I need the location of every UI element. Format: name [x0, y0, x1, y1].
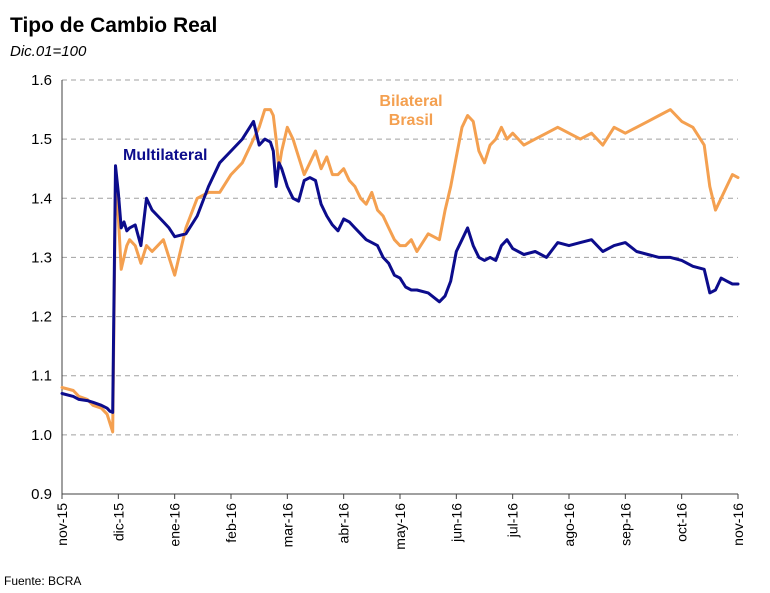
- y-tick-label: 1.1: [31, 368, 52, 385]
- x-tick-label: jun-16: [448, 503, 464, 543]
- y-tick-label: 1.0: [31, 427, 52, 444]
- x-tick-label: may-16: [392, 503, 408, 550]
- y-tick-label: 1.3: [31, 249, 52, 266]
- y-axis-ticks: 0.9 1.0 1.1 1.2 1.3 1.4 1.5 1.6: [31, 72, 52, 503]
- y-tick-label: 1.4: [31, 190, 52, 207]
- chart-title: Tipo de Cambio Real: [10, 14, 218, 37]
- grid-lines: [62, 79, 738, 436]
- x-tick-label: sep-16: [617, 503, 633, 546]
- x-tick-label: jul-16: [505, 503, 521, 538]
- source-note: Fuente: BCRA: [4, 574, 82, 588]
- x-tick-label: dic-15: [110, 503, 126, 541]
- x-tick-label: abr-16: [336, 503, 352, 544]
- x-tick-label: nov-16: [730, 503, 746, 546]
- x-axis-ticks: nov-15 dic-15 ene-16 feb-16 mar-16 abr-16 may-…: [54, 494, 746, 550]
- y-tick-label: 0.9: [31, 486, 52, 503]
- chart-subtitle: Dic.01=100: [10, 43, 87, 60]
- series-lines: [60, 108, 740, 434]
- x-tick-label: ago-16: [561, 503, 577, 547]
- series-label-bilateral-brasil: Bilateral Brasil: [379, 93, 442, 129]
- y-tick-label: 1.5: [31, 131, 52, 148]
- y-tick-label: 1.6: [31, 72, 52, 89]
- y-tick-label: 1.2: [31, 309, 52, 326]
- x-tick-label: ene-16: [167, 503, 183, 547]
- x-tick-label: oct-16: [674, 503, 690, 542]
- x-tick-label: feb-16: [223, 503, 239, 543]
- axes: [61, 80, 738, 495]
- series-line-multilateral: [60, 119, 740, 414]
- x-tick-label: mar-16: [279, 503, 295, 548]
- series-label-multilateral: Multilateral: [123, 147, 207, 164]
- series-labels: Multilateral Bilateral Brasil: [123, 93, 443, 164]
- x-tick-label: nov-15: [54, 503, 70, 546]
- series-line-bilateral-brasil: [60, 108, 740, 434]
